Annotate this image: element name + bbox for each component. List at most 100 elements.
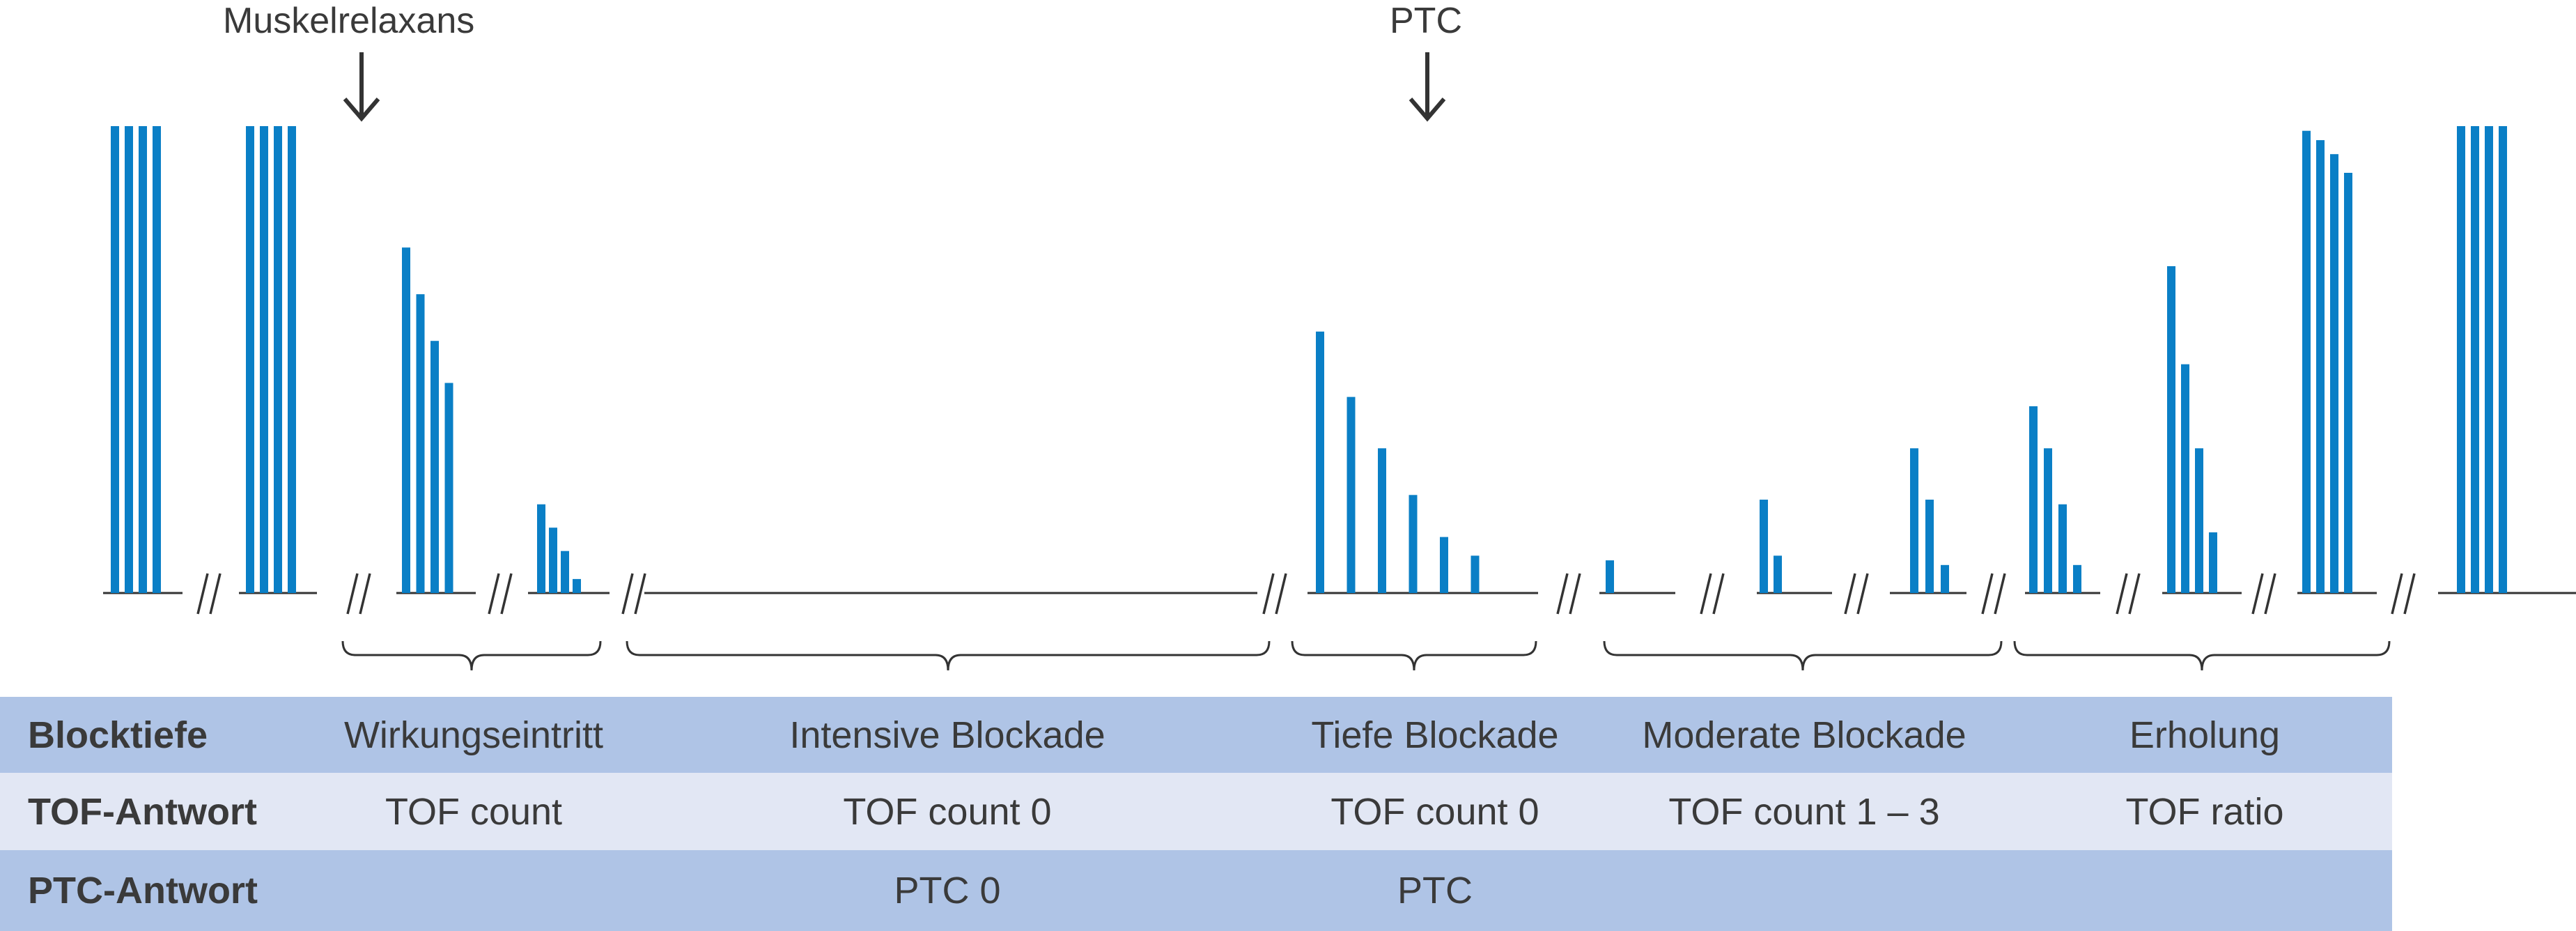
cell-tof-recovery: TOF ratio [2125, 790, 2284, 833]
cell-tof-deep: TOF count 0 [1330, 790, 1539, 833]
twitch-bar-onset-1-2 [416, 294, 425, 593]
break-stroke [1569, 573, 1581, 615]
neuromuscular-block-diagram [103, 52, 2576, 671]
table-row-block-depth: Blocktiefe Wirkungseintritt Intensive Bl… [0, 697, 2392, 773]
twitch-bar-baseline-2-2 [260, 126, 268, 593]
twitch-bar-recovery-3-2 [2316, 140, 2325, 594]
cell-ptc-recovery [2048, 850, 2361, 931]
break-mark-3 [488, 573, 513, 615]
twitch-bar-ptc-response-1 [1316, 331, 1324, 593]
twitch-bar-recovery-2-2 [2181, 364, 2189, 593]
twitch-bar-moderate-1-1 [1606, 560, 1614, 593]
twitch-bar-recovery-2-3 [2195, 448, 2203, 593]
twitch-bar-recovery-4-1 [2457, 126, 2465, 593]
break-mark-12 [2391, 573, 2416, 615]
break-mark-6 [1556, 573, 1581, 615]
arrow-head [1409, 98, 1446, 122]
cell-ptc-moderate [1595, 850, 2013, 931]
brace-recovery [2013, 640, 2391, 671]
twitch-bar-moderate-3-1 [1910, 448, 1918, 593]
cell-block-moderate: Moderate Blockade [1642, 714, 1966, 756]
twitch-bar-baseline-2-1 [246, 126, 254, 593]
brace-moderate [1603, 640, 2003, 671]
break-mark-7 [1700, 573, 1725, 615]
break-stroke [500, 573, 513, 615]
row-header-block-depth: Blocktiefe [28, 714, 208, 756]
twitch-bar-onset-2-3 [561, 551, 569, 593]
break-mark-11 [2251, 573, 2276, 615]
twitch-bar-moderate-3-3 [1941, 564, 1949, 593]
muscle-relaxant-arrow-icon [343, 52, 380, 122]
cell-block-deep: Tiefe Blockade [1311, 714, 1559, 756]
row-header-ptc-response: PTC-Antwort [28, 870, 258, 911]
twitch-bar-recovery-1-4 [2073, 564, 2081, 593]
twitch-bar-onset-2-2 [549, 528, 557, 593]
table-row-tof-response: TOF-Antwort TOF count TOF count 0 TOF co… [0, 773, 2392, 850]
twitch-bar-onset-2-1 [537, 504, 545, 593]
twitch-bar-onset-1-4 [444, 383, 453, 593]
cell-ptc-onset [334, 850, 613, 931]
break-mark-8 [1844, 573, 1869, 615]
cell-block-intensive: Intensive Blockade [789, 714, 1105, 756]
twitch-bar-moderate-2-2 [1774, 555, 1782, 593]
twitch-bar-recovery-4-2 [2471, 126, 2479, 593]
twitch-bar-baseline-2-3 [274, 126, 282, 593]
cell-block-recovery: Erholung [2129, 714, 2281, 756]
brace-intensive [626, 640, 1271, 671]
break-stroke [621, 573, 634, 615]
twitch-bar-baseline-1-1 [111, 126, 119, 593]
twitch-bar-ptc-response-4 [1409, 495, 1418, 593]
arrow-head [343, 98, 380, 122]
table-row-ptc-response: PTC-Antwort PTC 0 PTC [0, 850, 2392, 931]
muscle-relaxant-label: Muskelrelaxans [223, 1, 475, 41]
break-stroke [634, 573, 646, 615]
block-depth-table: Blocktiefe Wirkungseintritt Intensive Bl… [0, 697, 2392, 931]
break-stroke [2264, 573, 2276, 615]
break-stroke [2391, 573, 2403, 615]
twitch-bar-recovery-3-4 [2344, 173, 2352, 593]
break-mark-4 [621, 573, 646, 615]
twitch-bar-baseline-1-2 [125, 126, 133, 593]
twitch-bar-recovery-2-4 [2209, 532, 2217, 593]
twitch-bar-ptc-response-6 [1471, 555, 1480, 593]
twitch-bar-recovery-3-1 [2302, 130, 2311, 593]
break-stroke [209, 573, 222, 615]
cell-block-onset: Wirkungseintritt [343, 714, 604, 756]
break-stroke [1275, 573, 1287, 615]
twitch-bar-moderate-3-2 [1925, 500, 1934, 593]
twitch-bar-ptc-response-5 [1440, 537, 1448, 593]
twitch-bar-onset-1-1 [402, 247, 410, 593]
twitch-bar-baseline-1-3 [139, 126, 147, 593]
row-header-tof-response: TOF-Antwort [28, 790, 257, 833]
break-mark-9 [1981, 573, 2006, 615]
cell-tof-onset: TOF count [385, 790, 563, 833]
twitch-bar-onset-2-4 [573, 578, 581, 593]
twitch-bar-baseline-1-4 [153, 126, 161, 593]
break-stroke [2403, 573, 2416, 615]
twitch-bar-onset-1-3 [430, 341, 439, 593]
brace-deep [1291, 640, 1537, 671]
break-stroke [488, 573, 500, 615]
break-mark-2 [346, 573, 371, 615]
break-stroke [346, 573, 359, 615]
break-stroke [1994, 573, 2006, 615]
break-stroke [1856, 573, 1869, 615]
twitch-bar-recovery-1-1 [2029, 406, 2038, 593]
break-stroke [1712, 573, 1725, 615]
break-mark-1 [196, 573, 222, 615]
twitch-bar-baseline-2-4 [288, 126, 296, 593]
break-stroke [2128, 573, 2141, 615]
break-stroke [1844, 573, 1856, 615]
twitch-bar-moderate-2-1 [1760, 500, 1768, 593]
ptc-arrow-icon [1409, 52, 1446, 122]
break-stroke [1700, 573, 1712, 615]
break-mark-10 [2116, 573, 2141, 615]
break-stroke [1262, 573, 1275, 615]
break-stroke [1981, 573, 1994, 615]
cell-tof-intensive: TOF count 0 [843, 790, 1052, 833]
break-stroke [2251, 573, 2264, 615]
break-stroke [196, 573, 209, 615]
twitch-bar-ptc-response-2 [1347, 397, 1356, 593]
cell-tof-moderate: TOF count 1 – 3 [1668, 790, 1940, 833]
